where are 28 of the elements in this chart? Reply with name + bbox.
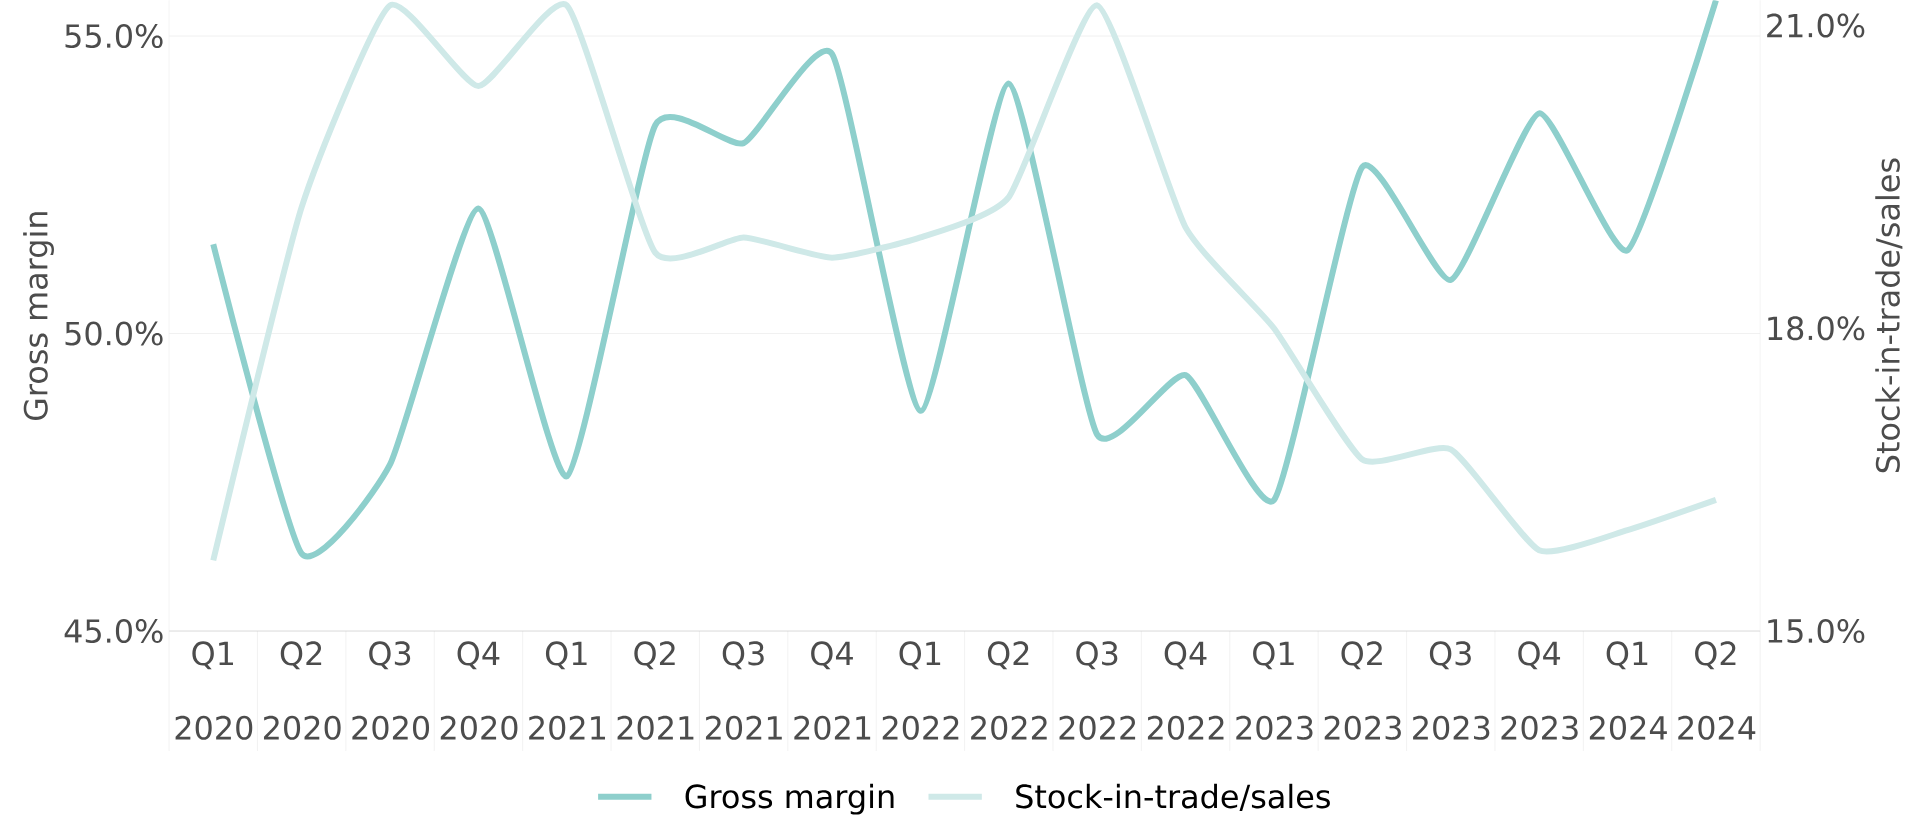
category-label: Q2 2023 <box>1324 641 1401 740</box>
y2-tick-label: 21.0% <box>1767 13 1865 38</box>
y-axis-title: Gross margin <box>23 212 54 421</box>
category-label: Q1 2024 <box>1589 641 1667 740</box>
category-label: Q3 2022 <box>1059 641 1136 740</box>
category-label: Q1 2020 <box>175 641 253 740</box>
category-label: Q4 2020 <box>440 641 518 740</box>
category-label: Q3 2023 <box>1413 641 1490 740</box>
category-label: Q2 2020 <box>263 641 341 740</box>
y2-tick-label: 15.0% <box>1768 618 1865 644</box>
category-label: Q4 2022 <box>1147 641 1224 740</box>
y2-axis-title: Stock-in-trade/sales <box>1875 158 1903 473</box>
y-tick-label: 55.0% <box>65 23 163 49</box>
category-label: Q4 2021 <box>794 641 871 740</box>
category-label: Q4 2023 <box>1501 641 1578 740</box>
category-label: Q2 2024 <box>1678 641 1756 740</box>
category-label: Q3 2020 <box>352 641 430 740</box>
category-label: Q2 2022 <box>971 641 1047 740</box>
y-tick-label: 50.0% <box>65 321 163 346</box>
legend-label: Stock-in-trade/sales <box>1016 783 1330 811</box>
category-label: Q2 2021 <box>617 641 694 740</box>
category-label: Q1 2021 <box>529 641 605 740</box>
category-label: Q1 2023 <box>1236 641 1313 740</box>
category-label: Q3 2021 <box>705 641 782 740</box>
legend-label: Gross margin <box>685 783 894 815</box>
y2-tick-label: 18.0% <box>1768 316 1865 341</box>
y-tick-label: 45.0% <box>64 618 163 644</box>
category-label: Q1 2022 <box>882 641 959 740</box>
